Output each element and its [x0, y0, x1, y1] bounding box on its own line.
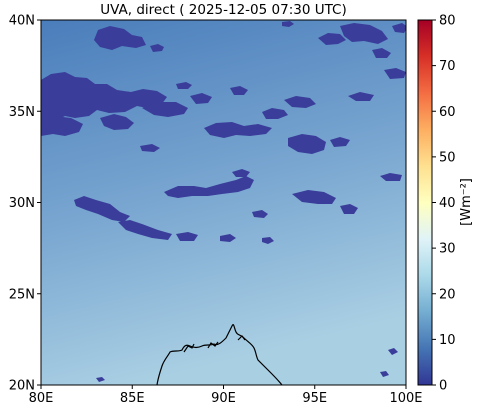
cloud-patch	[282, 21, 294, 27]
cloud-patch	[142, 102, 188, 117]
colorbar-label: [Wm⁻²]	[459, 178, 474, 226]
cloud-patch	[292, 190, 336, 204]
coastline	[156, 324, 283, 385]
y-tick-label: 40N	[9, 14, 35, 29]
map-panel: 80E 85E 90E 95E 100E 20N 25N 30N 35N 40N	[9, 14, 423, 407]
cloud-patch	[380, 173, 402, 181]
colorbar-tick-label: 20	[439, 287, 456, 302]
colorbar-ticks: 0 10 20 30 40 50 60 70 80	[432, 14, 456, 394]
y-tick-label: 30N	[9, 196, 35, 211]
cloud-patch	[288, 134, 326, 154]
cloud-patch	[388, 348, 398, 355]
cloud-patch	[164, 176, 254, 198]
cloud-patch	[384, 68, 406, 79]
x-axis: 80E 85E 90E 95E 100E	[29, 385, 423, 406]
cloud-patch	[348, 92, 374, 101]
cloud-patch	[340, 23, 388, 44]
colorbar-tick-label: 70	[439, 59, 456, 74]
y-tick-label: 20N	[9, 379, 35, 394]
cloud-patch	[190, 93, 212, 104]
x-tick-label: 85E	[120, 391, 145, 406]
cloud-patch	[392, 23, 406, 33]
cloud-patch	[252, 210, 268, 218]
colorbar-tick-label: 40	[439, 196, 456, 211]
cloud-patch	[372, 48, 391, 58]
colorbar-tick-label: 10	[439, 333, 456, 348]
cloud-patch	[380, 371, 389, 377]
colorbar-tick-label: 60	[439, 105, 456, 120]
cloud-patch	[230, 86, 248, 95]
colorbar-tick-label: 80	[439, 14, 456, 29]
cloud-patch	[204, 122, 272, 138]
cloud-patch	[318, 33, 346, 45]
x-tick-label: 90E	[211, 391, 236, 406]
cloud-patch	[232, 169, 250, 177]
cloud-mask	[41, 21, 406, 382]
y-tick-label: 25N	[9, 287, 35, 302]
cloud-patch	[118, 220, 172, 240]
cloud-patch	[284, 96, 316, 108]
cloud-patch	[150, 44, 164, 52]
y-axis: 20N 25N 30N 35N 40N	[9, 14, 41, 394]
cloud-patch	[41, 116, 83, 136]
cloud-patch	[140, 144, 160, 152]
cloud-patch	[262, 108, 288, 119]
x-tick-label: 80E	[29, 391, 54, 406]
map-title: UVA, direct ( 2025-12-05 07:30 UTC)	[100, 2, 347, 18]
cloud-patch	[340, 204, 358, 214]
x-tick-label: 100E	[389, 391, 422, 406]
colorbar-tick-label: 30	[439, 242, 456, 257]
colorbar-ramp	[417, 19, 433, 386]
cloud-patch	[100, 114, 134, 130]
cloud-patch	[220, 234, 236, 242]
cloud-patch	[330, 137, 350, 147]
colorbar: 0 10 20 30 40 50 60 70 80 [Wm⁻²]	[417, 14, 474, 394]
colorbar-tick-label: 0	[439, 379, 447, 394]
x-tick-label: 95E	[302, 391, 327, 406]
y-tick-label: 35N	[9, 105, 35, 120]
cloud-patch	[96, 377, 105, 382]
cloud-patch	[41, 72, 167, 125]
colorbar-tick-label: 50	[439, 150, 456, 165]
cloud-patch	[176, 82, 192, 89]
cloud-patch	[94, 26, 146, 50]
cloud-patch	[262, 237, 274, 244]
cloud-patch	[74, 196, 130, 222]
cloud-patch	[176, 232, 198, 241]
